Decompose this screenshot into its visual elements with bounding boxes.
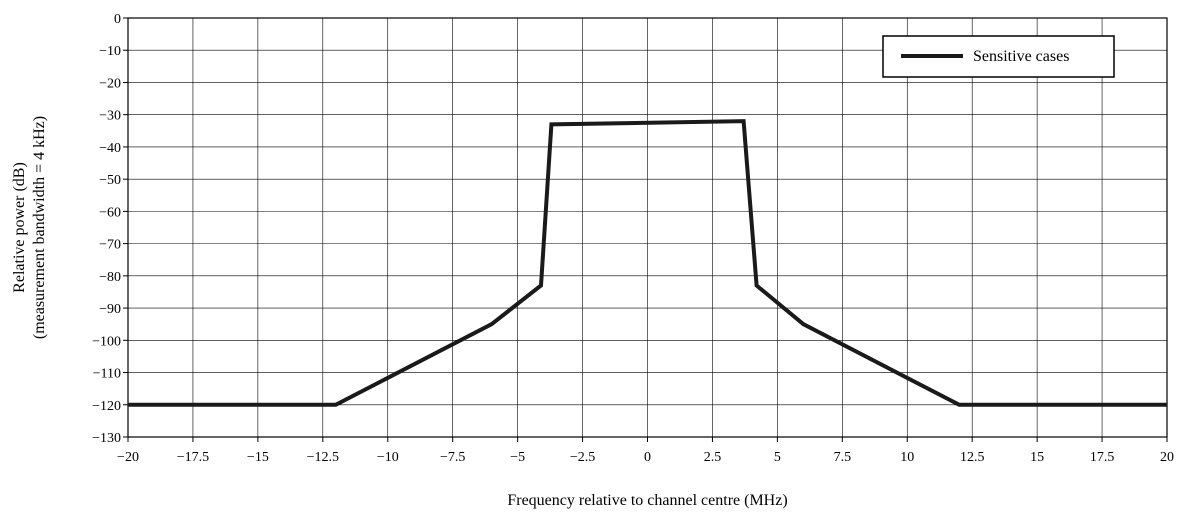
y-axis-title-line2: (measurement bandwidth = 4 kHz) <box>31 116 48 339</box>
y-axis-title: Relative power (dB) (measurement bandwid… <box>11 116 48 339</box>
y-axis: 0 −10 −20 −30 −40 −50 −60 −70 −80 −90 −100 −110 −120… <box>92 12 128 446</box>
y-tick-label: −20 <box>99 76 121 91</box>
x-tick-label: −17.5 <box>177 450 209 465</box>
x-tick-label: 0 <box>644 450 651 465</box>
y-tick-label: −40 <box>99 141 121 156</box>
y-tick-label: −120 <box>92 399 121 414</box>
x-tick-label: 2.5 <box>704 450 722 465</box>
series-line <box>128 119 1167 407</box>
x-tick-label: 17.5 <box>1090 450 1115 465</box>
series-group <box>128 119 1167 407</box>
legend: Sensitive cases <box>882 35 1115 78</box>
x-axis: −20 −17.5 −15 −12.5 −10 −7.5 −5 −2.5 0 2.5 5 7.5 10 1… <box>117 437 1174 465</box>
legend-label: Sensitive cases <box>973 48 1069 65</box>
y-tick-label: −110 <box>93 367 121 382</box>
y-tick-label: −90 <box>99 302 121 317</box>
y-tick-label: 0 <box>114 12 121 27</box>
x-tick-label: 10 <box>900 450 914 465</box>
x-tick-label: −5 <box>510 450 525 465</box>
y-tick-label: −30 <box>99 109 121 124</box>
x-tick-label: −10 <box>377 450 399 465</box>
y-tick-label: −10 <box>99 44 121 59</box>
x-tick-label: −7.5 <box>440 450 465 465</box>
y-tick-label: −80 <box>99 270 121 285</box>
x-tick-label: −12.5 <box>307 450 339 465</box>
grid <box>127 17 1168 438</box>
x-tick-label: 5 <box>774 450 781 465</box>
y-axis-title-line1: Relative power (dB) <box>11 162 28 293</box>
x-tick-label: 20 <box>1160 450 1174 465</box>
y-tick-label: −60 <box>99 205 121 220</box>
x-tick-label: −2.5 <box>570 450 595 465</box>
x-tick-label: 7.5 <box>834 450 852 465</box>
y-tick-label: −70 <box>99 238 121 253</box>
y-tick-label: −100 <box>92 334 121 349</box>
x-tick-label: 12.5 <box>960 450 985 465</box>
x-tick-label: 15 <box>1030 450 1044 465</box>
x-axis-title: Frequency relative to channel centre (MH… <box>507 492 787 509</box>
y-tick-label: −50 <box>99 173 121 188</box>
x-tick-label: −15 <box>247 450 269 465</box>
x-tick-label: −20 <box>117 450 139 465</box>
y-tick-label: −130 <box>92 431 121 446</box>
